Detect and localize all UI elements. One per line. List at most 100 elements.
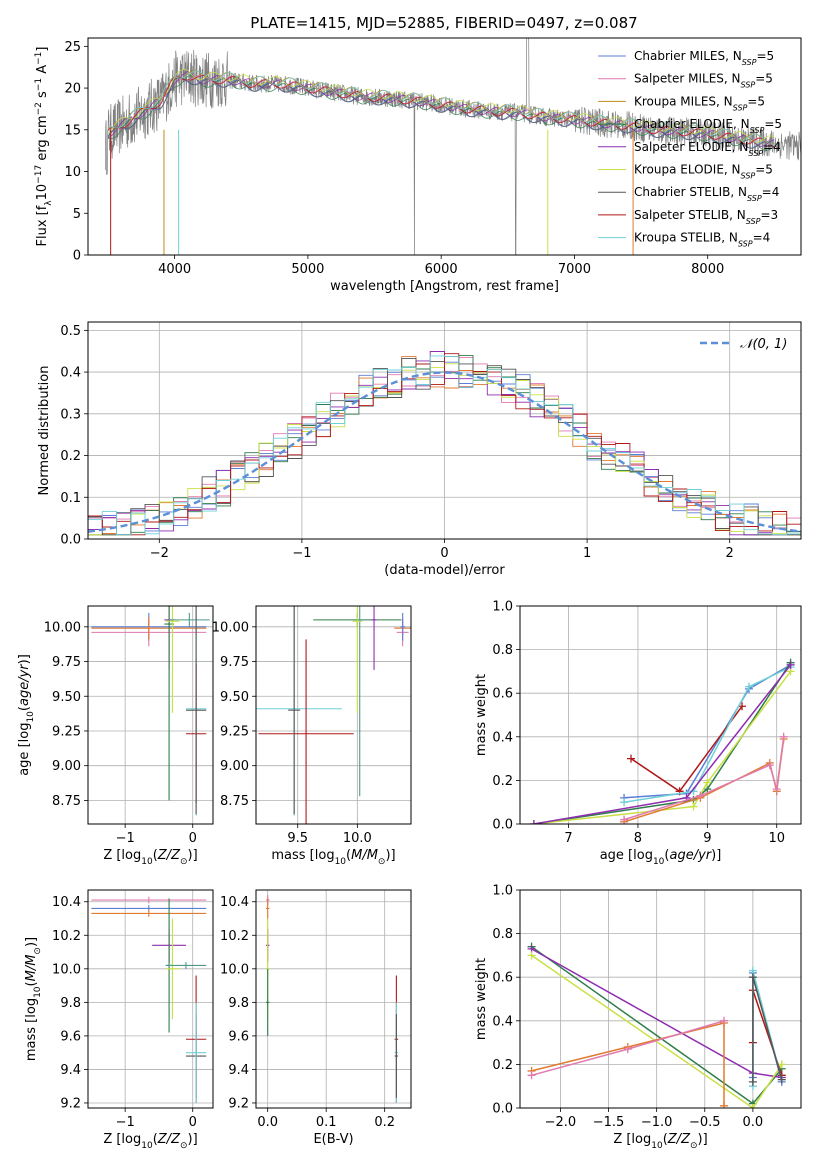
y-tick-label: 0.4 [492, 730, 513, 745]
x-tick-label: 9.5 [287, 831, 308, 846]
y-tick-label: 0.0 [60, 533, 81, 548]
axes-frame [87, 605, 214, 825]
y-tick-label: 1.0 [492, 884, 513, 899]
y-tick-label: 10.4 [220, 895, 249, 910]
y-axis-label: Flux [fλ10−17 erg cm−2 s−1 A−1] [34, 47, 54, 247]
y-tick-label: 9.50 [52, 690, 81, 705]
y-tick-label: 10.2 [220, 929, 249, 944]
y-tick-label: 9.6 [60, 1029, 81, 1044]
x-tick-label: 1 [583, 546, 591, 561]
x-tick-label: −1 [292, 546, 311, 561]
y-tick-label: 0.8 [492, 643, 513, 658]
y-tick-label: 10 [64, 165, 81, 180]
legend-label: Kroupa ELODIE, NSSP=5 [634, 163, 773, 181]
x-tick-label: 8 [634, 831, 642, 846]
y-tick-label: 10.00 [212, 620, 249, 635]
plot-area [104, 38, 801, 255]
y-axis-label: mass [log10(M/M⊙)] [24, 937, 43, 1061]
panel-mass_vs_Z: −1 0 9.2 9.4 9.6 9.8 10.0 10.2 10.4 Z [log10(Z/Z⊙… [24, 889, 214, 1151]
y-tick-label: 0.0 [492, 818, 513, 833]
y-tick-label: 9.2 [60, 1096, 81, 1111]
marker-plus [777, 1075, 786, 1084]
y-tick-label: 0.2 [60, 449, 81, 464]
x-tick-label: −1.5 [593, 1115, 625, 1130]
marker-plus [627, 754, 636, 763]
y-tick-label: 10.4 [52, 895, 81, 910]
marker-plus [689, 802, 698, 811]
axes-frame [519, 889, 802, 1109]
x-tick-label: −1 [116, 831, 135, 846]
x-tick-label: 10 [768, 831, 785, 846]
y-tick-label: 0.5 [60, 324, 81, 339]
x-axis-label: Z [log10(Z/Z⊙)] [103, 1132, 197, 1151]
x-tick-label: 0.0 [743, 1115, 764, 1130]
y-tick-label: 9.75 [52, 655, 81, 670]
marker-plus [696, 791, 705, 800]
marker-plus [527, 951, 536, 960]
x-tick-label: 4000 [158, 262, 191, 277]
histogram-salpeter-stelib [88, 353, 801, 536]
model-spectrum-chabrier-stelib [107, 77, 775, 149]
legend-label: Kroupa STELIB, NSSP=4 [634, 231, 770, 249]
marker-plus [527, 1071, 536, 1080]
axes-frame [87, 37, 802, 256]
y-tick-label: 5 [73, 207, 81, 222]
plot-area [256, 606, 411, 824]
y-tick-label: 0.6 [492, 971, 513, 986]
marker-plus [620, 815, 629, 824]
axes-frame [87, 321, 802, 540]
x-tick-label: 0 [189, 831, 197, 846]
legend-label: Chabrier MILES, NSSP=5 [634, 49, 774, 67]
y-tick-label: 9.8 [60, 996, 81, 1011]
x-tick-label: 2 [726, 546, 734, 561]
axes-frame [255, 605, 412, 825]
y-tick-label: 9.4 [228, 1063, 249, 1078]
y-tick-label: 0.6 [492, 687, 513, 702]
plot-area [91, 606, 210, 816]
x-tick-label: −2 [150, 546, 169, 561]
legend-label: 𝒩(0, 1) [740, 337, 787, 352]
y-tick-label: 0.2 [492, 774, 513, 789]
x-axis-label: Z [log10(Z/Z⊙)] [613, 1132, 707, 1151]
panel-mass_weight_vs_age: 7 8 9 10 0.0 0.2 0.4 0.6 0.8 1.0 mass weight age [l… [474, 600, 802, 867]
y-tick-label: 9.00 [52, 759, 81, 774]
y-tick-label: 8.75 [52, 794, 81, 809]
panel-mass_vs_EBV: 0.0 0.1 0.2 9.2 9.4 9.6 9.8 10.0 10.2 10.4 E(B-V) [220, 889, 412, 1147]
y-tick-label: 15 [64, 123, 81, 138]
model-spectrum-kroupa-elodie [107, 69, 775, 143]
x-axis-label: (data-model)/error [384, 563, 505, 578]
y-tick-label: 9.75 [220, 655, 249, 670]
plot-area [529, 658, 795, 824]
panel-spectrum: 4000 5000 6000 7000 8000 0 5 10 15 20 25 wavelength… [34, 37, 802, 294]
y-tick-label: 0.1 [60, 491, 81, 506]
y-tick-label: 10.0 [52, 962, 81, 977]
legend-label: Chabrier STELIB, NSSP=4 [634, 185, 779, 203]
y-tick-label: 9.00 [220, 759, 249, 774]
y-tick-label: 10.00 [44, 620, 81, 635]
y-axis-label: Normed distribution [37, 366, 52, 496]
x-tick-label: 0 [189, 1115, 197, 1130]
x-axis-label: Z [log10(Z/Z⊙)] [103, 848, 197, 867]
x-axis-label: E(B-V) [313, 1132, 353, 1147]
y-tick-label: 0.3 [60, 407, 81, 422]
marker-plus [765, 761, 774, 770]
plot-area [91, 896, 207, 1103]
histogram-kroupa-stelib [88, 355, 801, 536]
panel-age_vs_Z: −1 0 8.75 9.00 9.25 9.50 9.75 10.00 Z [log10(Z/Z… [17, 605, 214, 867]
y-tick-label: 20 [64, 82, 81, 97]
y-tick-label: 9.50 [220, 690, 249, 705]
x-tick-label: 10.0 [343, 831, 372, 846]
model-spectrum-salpeter-stelib [107, 75, 775, 148]
x-tick-label: 0.1 [316, 1115, 337, 1130]
panel-age_vs_mass: 9.5 10.0 8.75 9.00 9.25 9.50 9.75 10.00 mass [lo… [212, 605, 412, 867]
y-axis-label: age [log10(age/yr)] [17, 654, 36, 776]
y-tick-label: 25 [64, 40, 81, 55]
y-tick-label: 9.2 [228, 1096, 249, 1111]
legend-label: Salpeter ELODIE, NSSP=4 [634, 140, 781, 158]
plot-area [527, 942, 786, 1108]
histogram-kroupa-elodie [88, 363, 801, 536]
legend: Chabrier MILES, NSSP=5 Salpeter MILES, NS… [598, 49, 782, 248]
x-tick-label: 7000 [558, 262, 591, 277]
model-spectrum-kroupa-stelib [107, 70, 775, 145]
x-tick-label: −1.0 [641, 1115, 673, 1130]
